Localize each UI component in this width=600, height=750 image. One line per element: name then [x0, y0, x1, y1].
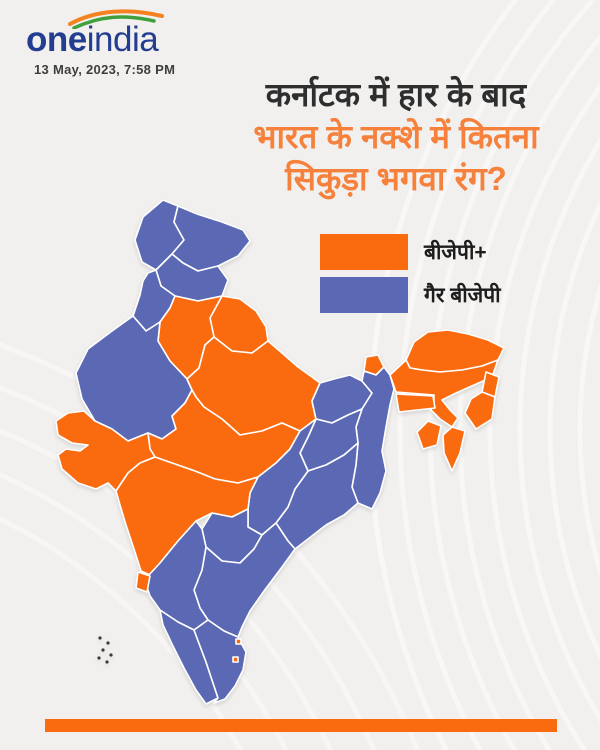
legend-swatch-non-bjp: [320, 277, 408, 313]
state-tripura: [416, 420, 442, 450]
legend-label-non-bjp: गैर बीजेपी: [424, 284, 501, 307]
flag-swoosh-icon: [68, 9, 164, 29]
logo-text-india: india: [86, 20, 159, 59]
oneindia-logo: oneindia: [26, 20, 159, 59]
state-mizoram: [442, 426, 466, 472]
legend-row-bjp: बीजेपी+: [320, 234, 501, 270]
headline: कर्नाटक में हार के बाद भारत के नक्शे में…: [200, 74, 592, 200]
state-puducherry-dot-1: [235, 638, 242, 645]
headline-line2: भारत के नक्शे में कितना: [253, 118, 539, 155]
headline-line3: सिकुड़ा भगवा रंग?: [285, 160, 507, 197]
legend-swatch-bjp: [320, 234, 408, 270]
state-karnataka: [145, 520, 209, 631]
headline-line1: कर्नाटक में हार के बाद: [265, 76, 527, 113]
post-date: 13 May, 2023, 7:58 PM: [34, 62, 176, 77]
state-manipur: [464, 391, 496, 430]
state-meghalaya: [395, 393, 436, 413]
map-legend: बीजेपी+ गैर बीजेपी: [320, 234, 501, 313]
lakshadweep-islands: [97, 636, 113, 664]
state-tamil-nadu: [193, 619, 247, 704]
legend-label-bjp: बीजेपी+: [424, 241, 487, 264]
state-ladakh: [171, 205, 251, 272]
legend-row-non-bjp: गैर बीजेपी: [320, 277, 501, 313]
bottom-accent-bar: [45, 719, 557, 732]
state-puducherry-dot-2: [232, 656, 239, 663]
state-goa: [135, 571, 151, 593]
